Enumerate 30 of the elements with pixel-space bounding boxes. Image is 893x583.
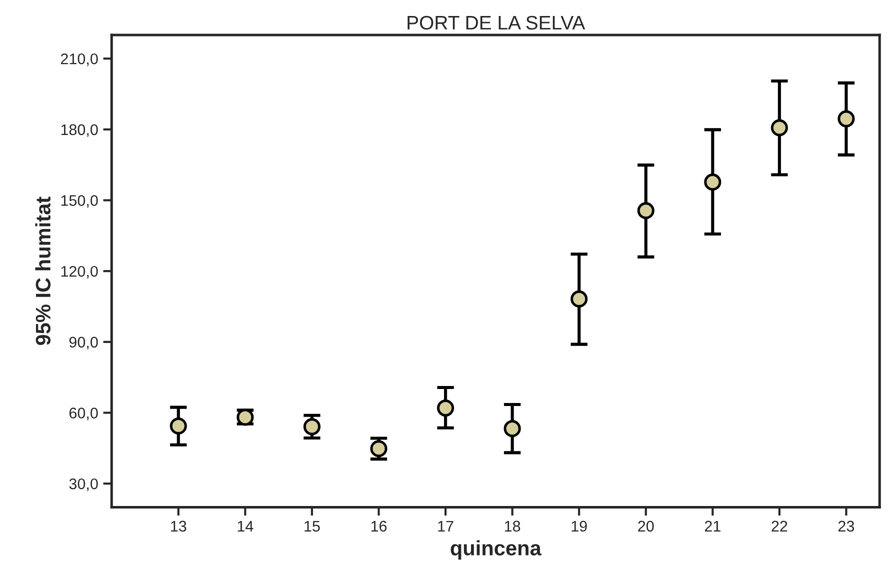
x-tick-label: 20 xyxy=(638,520,654,532)
x-tick-label: 14 xyxy=(238,520,254,532)
x-tick-label: 19 xyxy=(572,520,587,532)
point xyxy=(704,174,722,191)
y-tick-label: 60,0 xyxy=(69,408,98,420)
x-tick-label: 15 xyxy=(304,520,320,532)
point xyxy=(504,420,521,438)
point xyxy=(303,418,320,436)
chart-title: PORT DE LA SELVA xyxy=(408,16,586,30)
y-axis-title: 95% IC humitat xyxy=(35,196,51,346)
y-tick-label: 150,0 xyxy=(61,195,98,208)
point xyxy=(570,290,588,308)
point xyxy=(170,417,187,435)
y-tick-label: 30,0 xyxy=(69,478,98,492)
point xyxy=(637,202,654,220)
x-tick-label: 17 xyxy=(438,520,454,532)
x-tick-label: 21 xyxy=(704,520,720,532)
x-tick-label: 18 xyxy=(504,520,520,532)
y-tick-label: 120,0 xyxy=(61,266,98,279)
point xyxy=(838,110,855,128)
y-tick-label: 210,0 xyxy=(60,53,98,66)
point xyxy=(770,119,788,136)
x-tick-label: 23 xyxy=(838,520,854,532)
x-tick-label: 22 xyxy=(772,520,788,532)
x-axis-title: quincena xyxy=(450,540,542,560)
x-tick-label: 16 xyxy=(371,520,387,532)
point xyxy=(436,400,454,417)
x-tick-label: 13 xyxy=(171,520,186,532)
y-tick-label: 90,0 xyxy=(69,336,98,350)
y-tick-label: 180,0 xyxy=(61,124,98,137)
